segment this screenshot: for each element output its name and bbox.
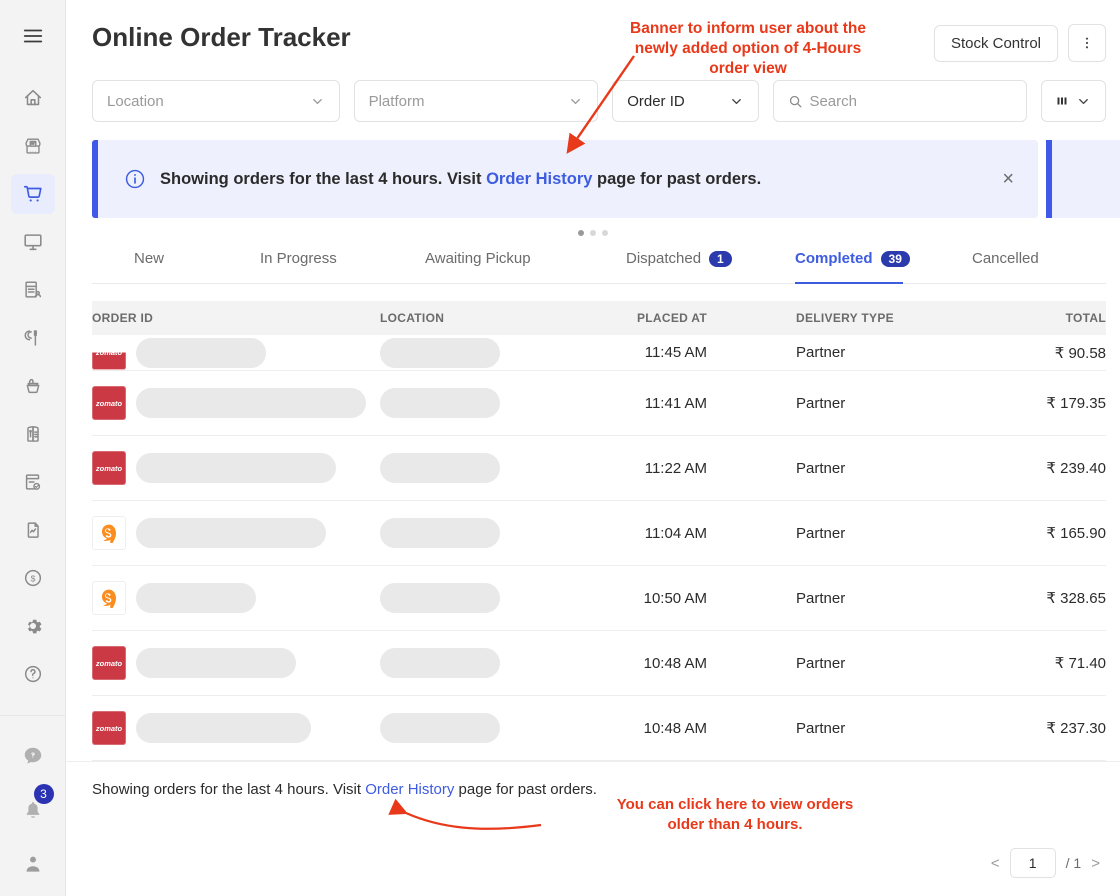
svg-text:$: $ (30, 573, 35, 583)
svg-text:?: ? (30, 753, 34, 760)
